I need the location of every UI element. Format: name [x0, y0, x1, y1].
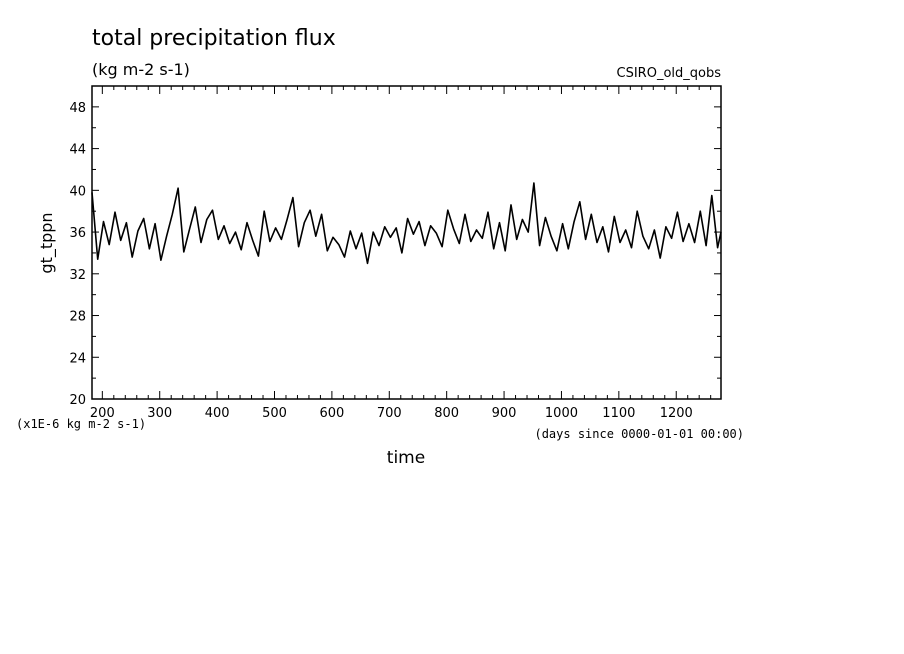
y-tick-label: 32: [69, 268, 86, 283]
x-tick-label: 200: [90, 406, 115, 421]
y-axis-label: gt_tppn: [37, 212, 57, 273]
x-tick-label: 800: [434, 406, 459, 421]
y-scale-note: (x1E-6 kg m-2 s-1): [16, 417, 146, 431]
chart-units: (kg m-2 s-1): [92, 60, 190, 79]
plot-frame: [91, 85, 722, 400]
chart-title: total precipitation flux: [92, 26, 336, 51]
x-axis-label: time: [387, 448, 425, 468]
y-tick-label: 20: [69, 393, 86, 408]
y-axis: 20 24 28 32 36 40 44 48: [69, 85, 721, 408]
dataset-label: CSIRO_old_qobs: [617, 66, 722, 81]
y-tick-label: 40: [69, 184, 86, 199]
y-tick-label: 24: [69, 351, 86, 366]
series-line: [91, 182, 722, 265]
x-axis: 200 300 400 500 600 700 800 900 1000 1100 1200: [90, 86, 712, 421]
x-tick-label: 400: [205, 406, 230, 421]
x-tick-label: 700: [377, 406, 402, 421]
x-tick-label: 1000: [545, 406, 578, 421]
x-tick-label: 1200: [660, 406, 693, 421]
x-tick-label: 1100: [602, 406, 635, 421]
y-tick-label: 28: [69, 310, 86, 325]
x-tick-label: 900: [492, 406, 517, 421]
y-tick-label: 36: [69, 226, 86, 241]
x-tick-label: 500: [262, 406, 287, 421]
x-tick-label: 600: [319, 406, 344, 421]
x-units-note: (days since 0000-01-01 00:00): [534, 427, 744, 441]
x-tick-label: 300: [147, 406, 172, 421]
y-tick-label: 48: [69, 101, 86, 116]
y-tick-label: 44: [69, 143, 86, 158]
plot-area: 20 24 28 32 36 40 44 48 200 300 400 500 600 700 800 90…: [69, 85, 722, 421]
